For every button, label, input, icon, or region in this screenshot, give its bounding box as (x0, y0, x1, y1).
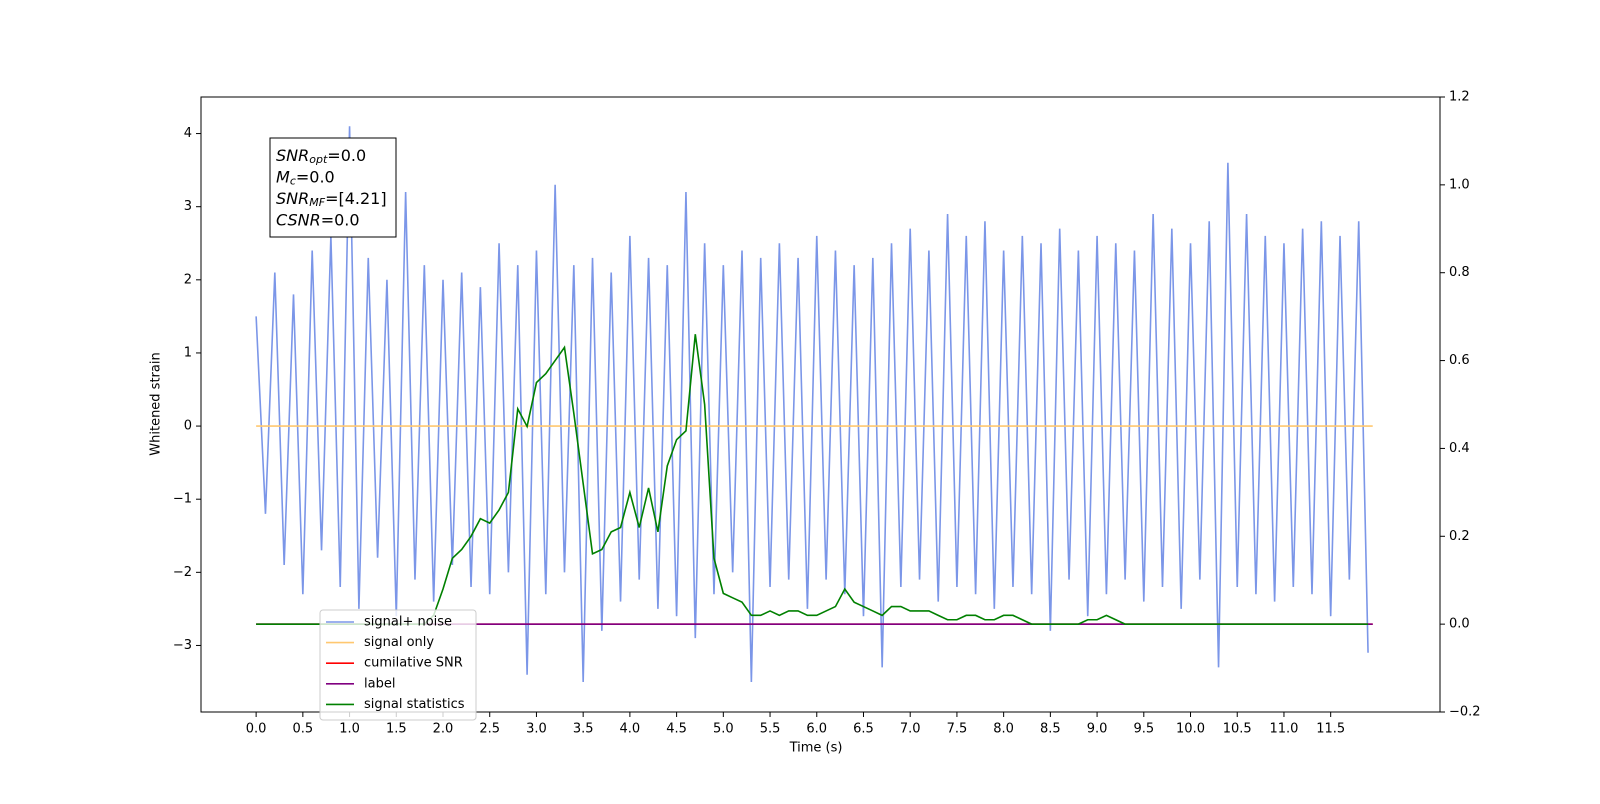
annotation-main: CSNR (276, 210, 321, 229)
annotation-rest: =0.0 (327, 146, 366, 165)
y-tick-label: 4 (184, 126, 192, 141)
x-tick-label: 3.0 (526, 722, 547, 737)
x-tick-label: 3.5 (573, 722, 594, 737)
legend: signal+ noise signal only cumilative SNR la… (319, 609, 477, 721)
annotation-line: SNRopt=0.0 (276, 146, 366, 167)
x-tick-label: 8.0 (993, 722, 1014, 737)
x-tick-label: 0.0 (246, 722, 267, 737)
y-tick-label: −1 (173, 492, 192, 507)
annotation-line: SNRMF=[4.21] (276, 189, 387, 210)
x-tick-label: 0.5 (293, 722, 314, 737)
x-tick-label: 9.0 (1087, 722, 1108, 737)
x-tick-label: 2.5 (479, 722, 500, 737)
x-tick-label: 1.0 (339, 722, 360, 737)
legend-label: label (364, 676, 395, 691)
x-tick-label: 7.5 (947, 722, 968, 737)
x-tick-label: 11.5 (1316, 722, 1345, 737)
x-tick-label: 8.5 (1040, 722, 1061, 737)
x-tick-label: 6.5 (853, 722, 874, 737)
y2-tick-label: −0.2 (1449, 705, 1481, 720)
annotation-line: CSNR=0.0 (276, 210, 360, 229)
annotation-rest: =0.0 (321, 210, 360, 229)
y2-tick-label: 0.6 (1449, 353, 1470, 368)
legend-label: signal only (364, 635, 434, 650)
legend-label: cumilative SNR (364, 656, 463, 671)
annotation-main: SNR (276, 146, 309, 165)
annotation-rest: =[4.21] (325, 189, 387, 208)
x-tick-label: 1.5 (386, 722, 407, 737)
x-tick-label: 9.5 (1133, 722, 1154, 737)
annotation-box (269, 137, 397, 238)
y-tick-label: −2 (173, 565, 192, 580)
y2-tick-label: 1.0 (1449, 177, 1470, 192)
y2-tick-label: 0.8 (1449, 265, 1470, 280)
plot-frame (200, 96, 1441, 713)
annotation-rest: =0.0 (296, 167, 335, 186)
y2-tick-label: 0.2 (1449, 529, 1470, 544)
legend-label: signal statistics (364, 697, 465, 712)
y-tick-label: 1 (184, 345, 192, 360)
legend-box (319, 609, 477, 721)
x-tick-label: 10.5 (1223, 722, 1252, 737)
x-tick-label: 2.0 (433, 722, 454, 737)
x-axis-label: Time (s) (789, 741, 843, 756)
series-line (255, 126, 1369, 683)
annotation-line: Mc=0.0 (276, 167, 335, 188)
x-tick-label: 5.5 (760, 722, 781, 737)
x-tick-label: 7.0 (900, 722, 921, 737)
x-tick-label: 4.5 (666, 722, 687, 737)
series-line (256, 334, 1369, 625)
x-tick-label: 5.0 (713, 722, 734, 737)
x-tick-label: 11.0 (1269, 722, 1298, 737)
annotation-sub: c (290, 175, 296, 188)
y2-tick-label: 1.2 (1449, 90, 1470, 105)
x-tick-label: 10.0 (1176, 722, 1205, 737)
y-tick-label: −3 (173, 638, 192, 653)
legend-label: signal+ noise (364, 615, 452, 630)
y-tick-label: 0 (184, 419, 192, 434)
annotation-sub: MF (309, 196, 325, 209)
y-tick-label: 3 (184, 199, 192, 214)
annotation-sub: opt (309, 153, 328, 166)
y2-tick-label: 0.0 (1449, 617, 1470, 632)
x-tick-label: 4.0 (620, 722, 641, 737)
annotation-main: SNR (276, 189, 309, 208)
y2-tick-label: 0.4 (1449, 441, 1470, 456)
y-tick-label: 2 (184, 272, 192, 287)
y-axis-label: Whitened strain (149, 352, 164, 455)
annotation-main: M (276, 167, 290, 186)
x-tick-label: 6.0 (806, 722, 827, 737)
